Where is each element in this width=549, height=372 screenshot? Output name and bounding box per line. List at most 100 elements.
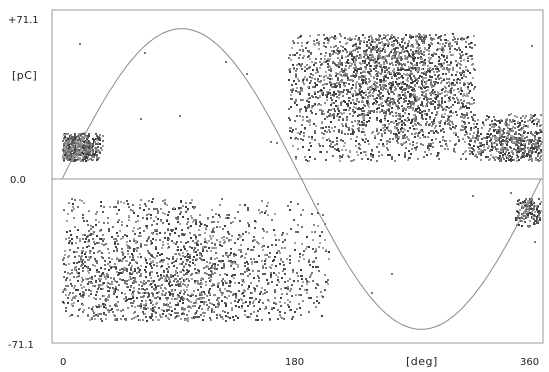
pulse-point bbox=[499, 155, 501, 157]
pulse-point bbox=[95, 294, 97, 296]
pulse-point bbox=[409, 73, 411, 75]
pulse-point bbox=[295, 137, 297, 139]
pulse-point bbox=[308, 94, 310, 96]
pulse-point bbox=[411, 89, 413, 91]
pulse-point bbox=[327, 77, 329, 79]
pulse-point bbox=[521, 140, 523, 142]
pulse-point bbox=[356, 151, 358, 153]
pulse-point bbox=[440, 63, 442, 65]
pulse-point bbox=[343, 74, 345, 76]
pulse-point bbox=[514, 141, 516, 143]
pulse-point bbox=[96, 269, 98, 271]
pulse-point bbox=[407, 103, 409, 105]
pulse-point bbox=[381, 102, 383, 104]
pulse-point bbox=[376, 50, 378, 52]
pulse-point bbox=[366, 41, 368, 43]
pulse-point bbox=[315, 248, 317, 250]
pulse-point bbox=[411, 101, 413, 103]
pulse-point bbox=[306, 100, 308, 102]
pulse-point bbox=[376, 82, 378, 84]
pulse-point bbox=[468, 122, 470, 124]
pulse-point bbox=[308, 101, 310, 103]
pulse-point bbox=[374, 58, 376, 60]
pulse-point bbox=[463, 59, 465, 61]
pulse-point bbox=[507, 130, 509, 132]
pulse-point bbox=[320, 89, 322, 91]
pulse-point bbox=[367, 97, 369, 99]
pulse-point bbox=[393, 99, 395, 101]
pulse-point bbox=[362, 124, 364, 126]
pulse-point bbox=[459, 79, 461, 81]
pulse-point bbox=[428, 44, 430, 46]
pulse-point bbox=[288, 108, 290, 110]
pulse-point bbox=[351, 75, 353, 77]
pulse-point bbox=[463, 75, 465, 77]
pulse-point bbox=[529, 119, 531, 121]
pulse-point bbox=[410, 70, 412, 72]
pulse-point bbox=[440, 104, 442, 106]
pulse-point bbox=[362, 128, 364, 130]
pulse-point bbox=[537, 141, 539, 143]
pulse-point bbox=[387, 91, 389, 93]
pulse-point bbox=[358, 76, 360, 78]
pulse-point bbox=[344, 101, 346, 103]
pulse-point bbox=[330, 104, 332, 106]
pulse-point bbox=[334, 148, 336, 150]
pulse-point bbox=[389, 105, 391, 107]
pulse-point bbox=[397, 124, 399, 126]
pulse-point bbox=[460, 87, 462, 89]
pulse-point bbox=[295, 128, 297, 130]
pulse-point bbox=[395, 53, 397, 55]
pulse-point bbox=[368, 47, 370, 49]
pulse-point bbox=[369, 68, 371, 70]
pulse-point bbox=[471, 47, 473, 49]
pulse-point bbox=[428, 110, 430, 112]
pulse-point bbox=[391, 56, 393, 58]
pulse-point bbox=[498, 120, 500, 122]
pulse-point bbox=[179, 213, 181, 215]
pulse-point bbox=[501, 134, 503, 136]
pulse-point bbox=[447, 148, 449, 150]
pulse-point bbox=[448, 69, 450, 71]
pulse-point bbox=[418, 52, 420, 54]
pulse-point bbox=[69, 273, 71, 275]
pulse-point bbox=[435, 78, 437, 80]
pulse-point bbox=[323, 133, 325, 135]
pulse-point bbox=[455, 111, 457, 113]
pulse-point bbox=[520, 150, 522, 152]
pulse-point bbox=[189, 246, 191, 248]
pulse-point bbox=[359, 43, 361, 45]
pulse-point bbox=[433, 38, 435, 40]
pulse-point bbox=[464, 128, 466, 130]
pulse-point bbox=[231, 307, 233, 309]
pulse-point bbox=[370, 35, 372, 37]
pulse-point bbox=[247, 288, 249, 290]
pulse-point bbox=[376, 44, 378, 46]
pulse-point bbox=[382, 127, 384, 129]
pulse-point bbox=[348, 109, 350, 111]
pulse-point bbox=[247, 209, 249, 211]
pulse-point bbox=[450, 111, 452, 113]
pulse-point bbox=[85, 160, 87, 162]
pulse-point bbox=[79, 159, 81, 161]
pulse-point bbox=[372, 88, 374, 90]
pulse-point bbox=[297, 132, 299, 134]
pulse-point bbox=[400, 143, 402, 145]
pulse-point bbox=[425, 36, 427, 38]
pulse-point bbox=[409, 127, 411, 129]
pulse-point bbox=[430, 42, 432, 44]
pulse-point bbox=[350, 138, 352, 140]
pulse-point bbox=[482, 122, 484, 124]
pulse-point bbox=[349, 79, 351, 81]
pulse-point bbox=[395, 39, 397, 41]
pulse-point bbox=[481, 138, 483, 140]
pulse-point bbox=[102, 140, 104, 142]
pulse-point bbox=[390, 130, 392, 132]
pulse-point bbox=[330, 143, 332, 145]
pulse-point bbox=[339, 71, 341, 73]
pulse-point bbox=[434, 117, 436, 119]
pulse-point bbox=[419, 47, 421, 49]
pulse-point bbox=[68, 144, 70, 146]
pulse-point bbox=[483, 124, 485, 126]
pulse-point bbox=[327, 58, 329, 60]
